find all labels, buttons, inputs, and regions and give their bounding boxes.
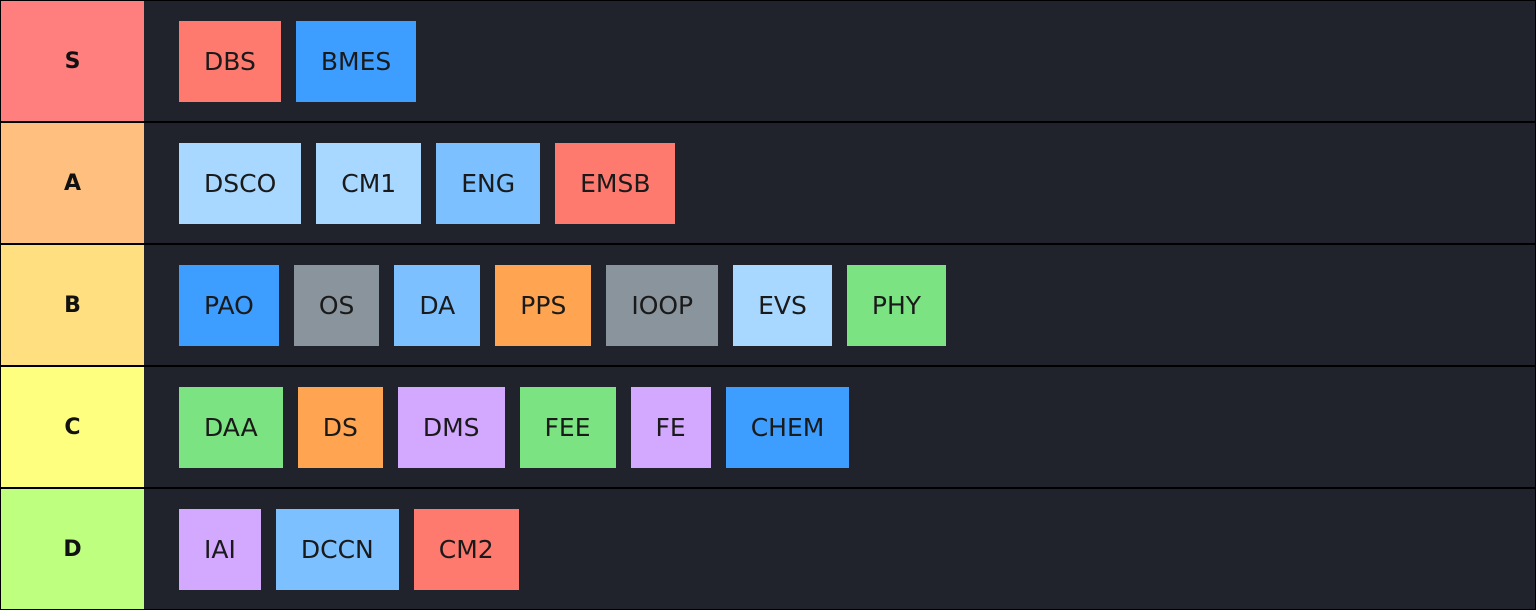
- tier-label: D: [1, 489, 144, 609]
- tier-item[interactable]: ENG: [436, 142, 541, 224]
- tier-label: B: [1, 245, 144, 365]
- tier-item[interactable]: DMS: [397, 386, 505, 468]
- tier-label: C: [1, 367, 144, 487]
- tier-items: DBS BMES: [144, 1, 1535, 121]
- tier-item[interactable]: IOOP: [606, 264, 719, 346]
- tier-item[interactable]: BMES: [295, 20, 417, 102]
- tier-item[interactable]: CM1: [316, 142, 422, 224]
- tier-item[interactable]: CHEM: [725, 386, 850, 468]
- tier-item[interactable]: IAI: [179, 508, 261, 590]
- tier-item[interactable]: PAO: [179, 264, 279, 346]
- tier-item[interactable]: EMSB: [555, 142, 676, 224]
- tier-row: D IAI DCCN CM2: [1, 489, 1535, 609]
- tier-item[interactable]: CM2: [413, 508, 519, 590]
- tier-item[interactable]: PHY: [846, 264, 947, 346]
- tier-items: IAI DCCN CM2: [144, 489, 1535, 609]
- tier-items: DAA DS DMS FEE FE CHEM: [144, 367, 1535, 487]
- tier-item[interactable]: DCCN: [275, 508, 399, 590]
- tier-row: C DAA DS DMS FEE FE CHEM: [1, 367, 1535, 487]
- tier-item[interactable]: FE: [630, 386, 711, 468]
- tier-item[interactable]: DBS: [179, 20, 281, 102]
- tier-row: S DBS BMES: [1, 1, 1535, 121]
- tier-row: B PAO OS DA PPS IOOP EVS PHY: [1, 245, 1535, 365]
- tier-item[interactable]: DS: [297, 386, 383, 468]
- tier-item[interactable]: DSCO: [179, 142, 302, 224]
- tier-label: A: [1, 123, 144, 243]
- tier-items: DSCO CM1 ENG EMSB: [144, 123, 1535, 243]
- tier-item[interactable]: PPS: [495, 264, 592, 346]
- tier-item[interactable]: DAA: [179, 386, 283, 468]
- tier-item[interactable]: FEE: [519, 386, 616, 468]
- tier-item[interactable]: DA: [394, 264, 481, 346]
- tier-label: S: [1, 1, 144, 121]
- tier-item[interactable]: OS: [293, 264, 380, 346]
- tier-row: A DSCO CM1 ENG EMSB: [1, 123, 1535, 243]
- tier-item[interactable]: EVS: [733, 264, 832, 346]
- tier-items: PAO OS DA PPS IOOP EVS PHY: [144, 245, 1535, 365]
